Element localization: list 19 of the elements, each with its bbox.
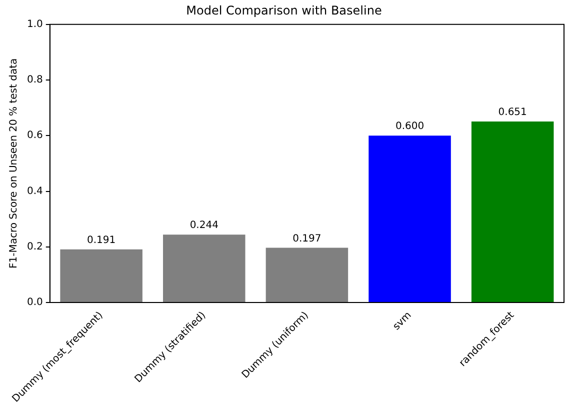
y-tick-label: 1.0 bbox=[26, 18, 43, 30]
bar bbox=[60, 249, 142, 302]
bar bbox=[163, 234, 246, 302]
data-label: 0.651 bbox=[498, 107, 527, 118]
y-tick-label: 0.8 bbox=[26, 74, 43, 86]
data-label: 0.244 bbox=[190, 220, 218, 232]
data-label: 0.600 bbox=[395, 121, 424, 132]
data-label: 0.191 bbox=[86, 234, 116, 246]
y-tick-label: 0.6 bbox=[26, 130, 43, 142]
y-tick-label: 0.2 bbox=[26, 241, 43, 252]
bar bbox=[471, 121, 554, 302]
data-label: 0.197 bbox=[292, 233, 322, 244]
bar bbox=[266, 248, 348, 302]
x-tick-label: svm bbox=[391, 310, 414, 332]
y-tick-label: 0.4 bbox=[26, 186, 43, 197]
y-tick-label: 0.0 bbox=[26, 297, 43, 308]
y-axis-title: F1-Macro Score on Unseen 20 % test data bbox=[8, 58, 20, 269]
chart-title: Model Comparison with Baseline bbox=[186, 3, 382, 18]
bar bbox=[368, 136, 451, 302]
